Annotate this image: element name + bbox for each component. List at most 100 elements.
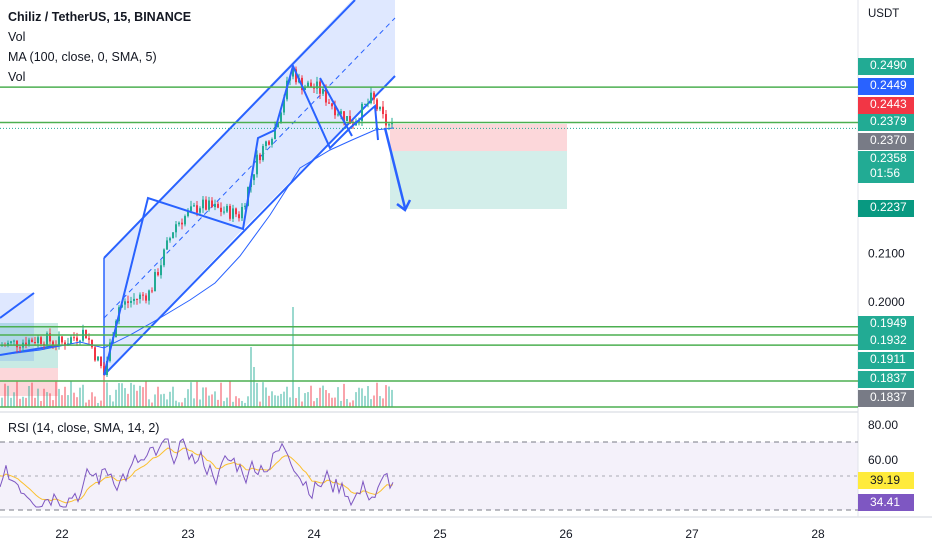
- rsi-tick-label: 60.00: [868, 453, 898, 467]
- candle-body: [367, 103, 369, 105]
- volume-bar: [34, 397, 36, 407]
- candle-body: [37, 337, 39, 344]
- vol-indicator-label[interactable]: Vol: [8, 30, 26, 44]
- volume-bar: [226, 397, 228, 407]
- candle-body: [343, 111, 345, 122]
- time-tick-label: 22: [55, 527, 69, 541]
- candle-body: [19, 347, 21, 349]
- price-tag: 0.2370: [858, 133, 914, 150]
- small-channel-upper: [0, 292, 35, 319]
- volume-bar: [349, 402, 351, 407]
- volume-bar: [364, 395, 366, 407]
- candle-body: [211, 200, 213, 208]
- candle-body: [220, 207, 222, 212]
- volume-bar: [217, 399, 219, 407]
- volume-bar: [82, 384, 84, 407]
- ma-line: [0, 127, 395, 356]
- volume-bar: [22, 396, 24, 407]
- symbol-title[interactable]: Chiliz / TetherUS, 15, BINANCE: [8, 10, 192, 24]
- candle-body: [292, 69, 294, 77]
- rsi-ma-value-tag: 39.19: [858, 472, 914, 489]
- volume-bar: [100, 400, 102, 407]
- volume-bar: [265, 387, 267, 407]
- candle-body: [40, 337, 42, 344]
- candle-body: [52, 341, 54, 345]
- volume-bar: [67, 395, 69, 407]
- candle-body: [88, 338, 90, 340]
- volume-bar: [52, 400, 54, 407]
- vol-indicator-label-2[interactable]: Vol: [8, 70, 26, 84]
- volume-bar: [325, 390, 327, 407]
- volume-bar: [340, 400, 342, 407]
- candle-body: [199, 208, 201, 213]
- volume-bar: [115, 389, 117, 407]
- rsi-indicator-label[interactable]: RSI (14, close, SMA, 14, 2): [8, 421, 160, 435]
- price-tag-value: 0.1837: [870, 371, 907, 385]
- candle-body: [127, 301, 129, 303]
- volume-bar: [205, 387, 207, 407]
- pattern-leg: [319, 77, 353, 137]
- volume-bar: [133, 384, 135, 407]
- rsi-tick-label: 80.00: [868, 418, 898, 432]
- candle-body: [10, 341, 12, 343]
- volume-bar: [370, 399, 372, 407]
- candle-body: [166, 240, 168, 250]
- volume-bar: [388, 386, 390, 407]
- candle-body: [193, 205, 195, 207]
- volume-bar: [196, 381, 198, 407]
- candle-body: [124, 301, 126, 305]
- volume-bar: [358, 387, 360, 407]
- candle-body: [28, 339, 30, 346]
- volume-bar: [235, 396, 237, 407]
- volume-bar: [94, 396, 96, 407]
- price-tag-value: 0.2379: [870, 114, 907, 128]
- candle-body: [238, 214, 240, 219]
- volume-bar: [301, 401, 303, 407]
- candle-body: [1, 345, 3, 347]
- volume-bar: [298, 386, 300, 407]
- volume-bar: [382, 398, 384, 407]
- volume-bar: [91, 392, 93, 407]
- candle-body: [13, 340, 15, 342]
- volume-bar: [46, 392, 48, 407]
- candle-body: [100, 356, 102, 367]
- volume-bar: [256, 382, 258, 407]
- time-tick-label: 26: [559, 527, 573, 541]
- time-tick-label: 24: [307, 527, 321, 541]
- ma-indicator-label[interactable]: MA (100, close, 0, SMA, 5): [8, 50, 157, 64]
- volume-bar: [151, 402, 153, 407]
- volume-bar: [190, 382, 192, 407]
- volume-bar: [361, 388, 363, 407]
- candle-body: [4, 345, 6, 347]
- volume-bar: [16, 381, 18, 407]
- price-tag-value: 0.1911: [870, 352, 906, 366]
- candle-body: [7, 342, 9, 346]
- volume-bar: [148, 399, 150, 407]
- volume-bar: [259, 401, 261, 407]
- volume-bar: [88, 399, 90, 407]
- candle-body: [217, 203, 219, 208]
- time-tick-label: 25: [433, 527, 447, 541]
- candle-body: [340, 111, 342, 115]
- candle-body: [328, 102, 330, 104]
- volume-bar: [355, 392, 357, 407]
- volume-bar: [295, 398, 297, 407]
- volume-bar: [319, 387, 321, 407]
- volume-bar: [277, 395, 279, 407]
- volume-bar: [58, 388, 60, 407]
- volume-bar: [286, 386, 288, 407]
- candle-body: [61, 336, 63, 343]
- candle-body: [283, 99, 285, 113]
- candle-body: [280, 112, 282, 124]
- price-tag: 0.1837: [858, 390, 914, 407]
- time-tick-label: 28: [811, 527, 825, 541]
- volume-bar: [85, 402, 87, 407]
- candle-body: [58, 336, 60, 346]
- volume-bar: [76, 397, 78, 407]
- volume-bar: [163, 393, 165, 407]
- time-tick-label: 23: [181, 527, 195, 541]
- candle-body: [160, 265, 162, 276]
- volume-bar: [352, 400, 354, 407]
- candle-body: [361, 103, 363, 121]
